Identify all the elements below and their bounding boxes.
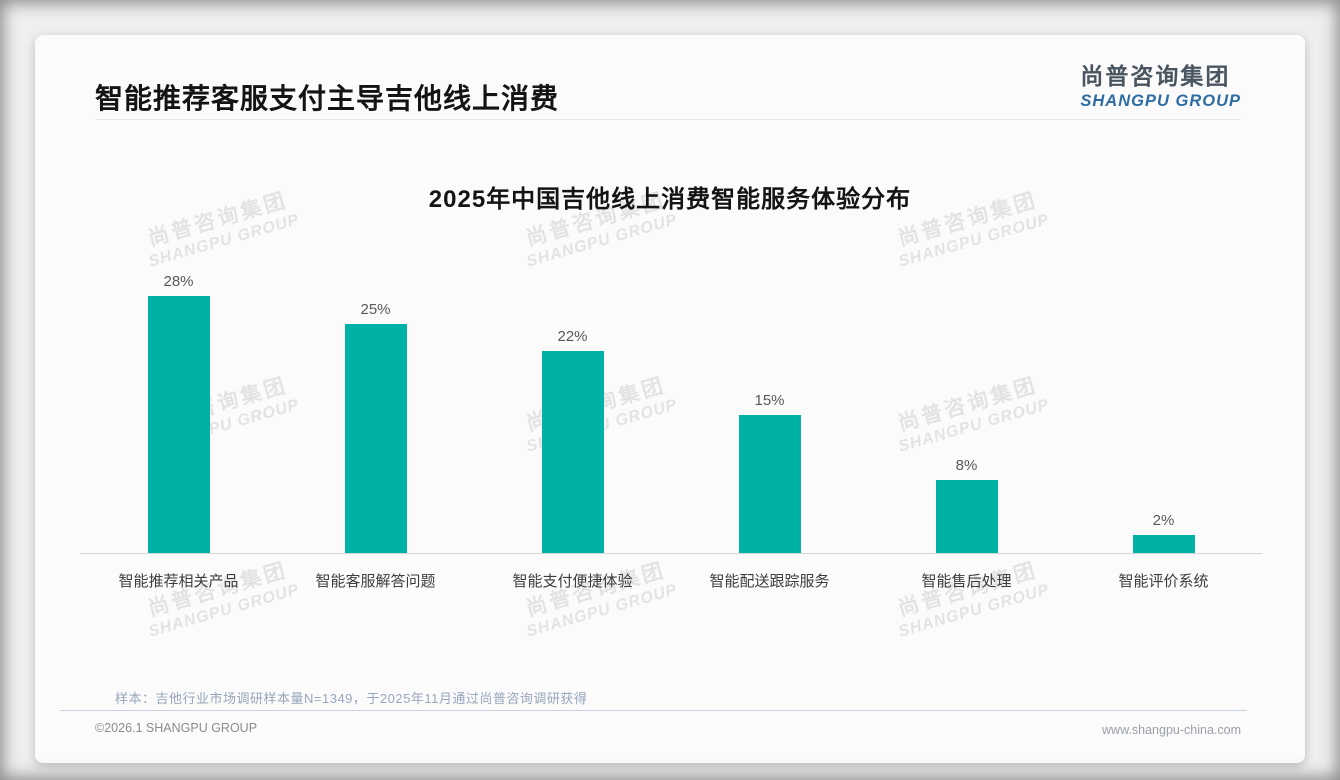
x-axis-labels: 智能推荐相关产品 智能客服解答问题 智能支付便捷体验 智能配送跟踪服务 智能售后处理 智能… [80, 554, 1262, 591]
bar-value-label: 25% [360, 301, 391, 318]
bar-value-label: 28% [163, 273, 194, 290]
bar-value-label: 8% [955, 457, 978, 474]
header-divider [95, 119, 1241, 120]
x-axis-category-label: 智能推荐相关产品 [118, 573, 239, 590]
footer-divider [60, 710, 1247, 711]
bar [935, 480, 998, 553]
x-axis-category-label: 智能售后处理 [921, 573, 1012, 590]
sample-note: 样本：吉他行业市场调研样本量N=1349，于2025年11月通过尚普咨询调研获得 [115, 691, 588, 706]
slide-card: 尚普咨询集团 SHANGPU GROUP 尚普咨询集团 SHANGPU GROU… [35, 35, 1305, 763]
bar [738, 415, 801, 553]
x-axis-category-label: 智能支付便捷体验 [512, 573, 633, 590]
bar-group: 25% [277, 253, 474, 553]
bar [344, 324, 407, 553]
chart-title: 2025年中国吉他线上消费智能服务体验分布 [428, 186, 912, 213]
bar-value-label: 2% [1152, 512, 1175, 529]
bar-group: 22% [474, 253, 671, 553]
bar-chart: 28% 25% 22% 15% 8% 2% 智能推荐相关产品 智能客服解答问题 智能支付便捷体… [80, 253, 1262, 591]
bar [1132, 535, 1195, 553]
bar-value-label: 22% [557, 328, 588, 345]
bar-value-label: 15% [754, 392, 785, 409]
x-axis-category-label: 智能配送跟踪服务 [709, 573, 830, 590]
x-axis-category-label: 智能客服解答问题 [315, 573, 436, 590]
x-axis-line [80, 553, 1262, 554]
website-url: www.shangpu-china.com [1102, 723, 1241, 737]
logo-chinese-name: 尚普咨询集团 [1080, 63, 1231, 89]
bar-group: 15% [671, 253, 868, 553]
bar-group: 8% [868, 253, 1065, 553]
bar [147, 296, 210, 553]
x-axis-category-label: 智能评价系统 [1118, 573, 1209, 590]
bar [541, 351, 604, 553]
copyright-text: ©2026.1 SHANGPU GROUP [95, 721, 258, 735]
logo-english-name: SHANGPU GROUP [1080, 92, 1241, 110]
bars-row: 28% 25% 22% 15% 8% 2% [80, 253, 1262, 553]
page-title: 智能推荐客服支付主导吉他线上消费 [95, 83, 560, 114]
company-logo: 尚普咨询集团 SHANGPU GROUP [1080, 57, 1241, 111]
bar-group: 2% [1065, 253, 1262, 553]
bar-group: 28% [80, 253, 277, 553]
